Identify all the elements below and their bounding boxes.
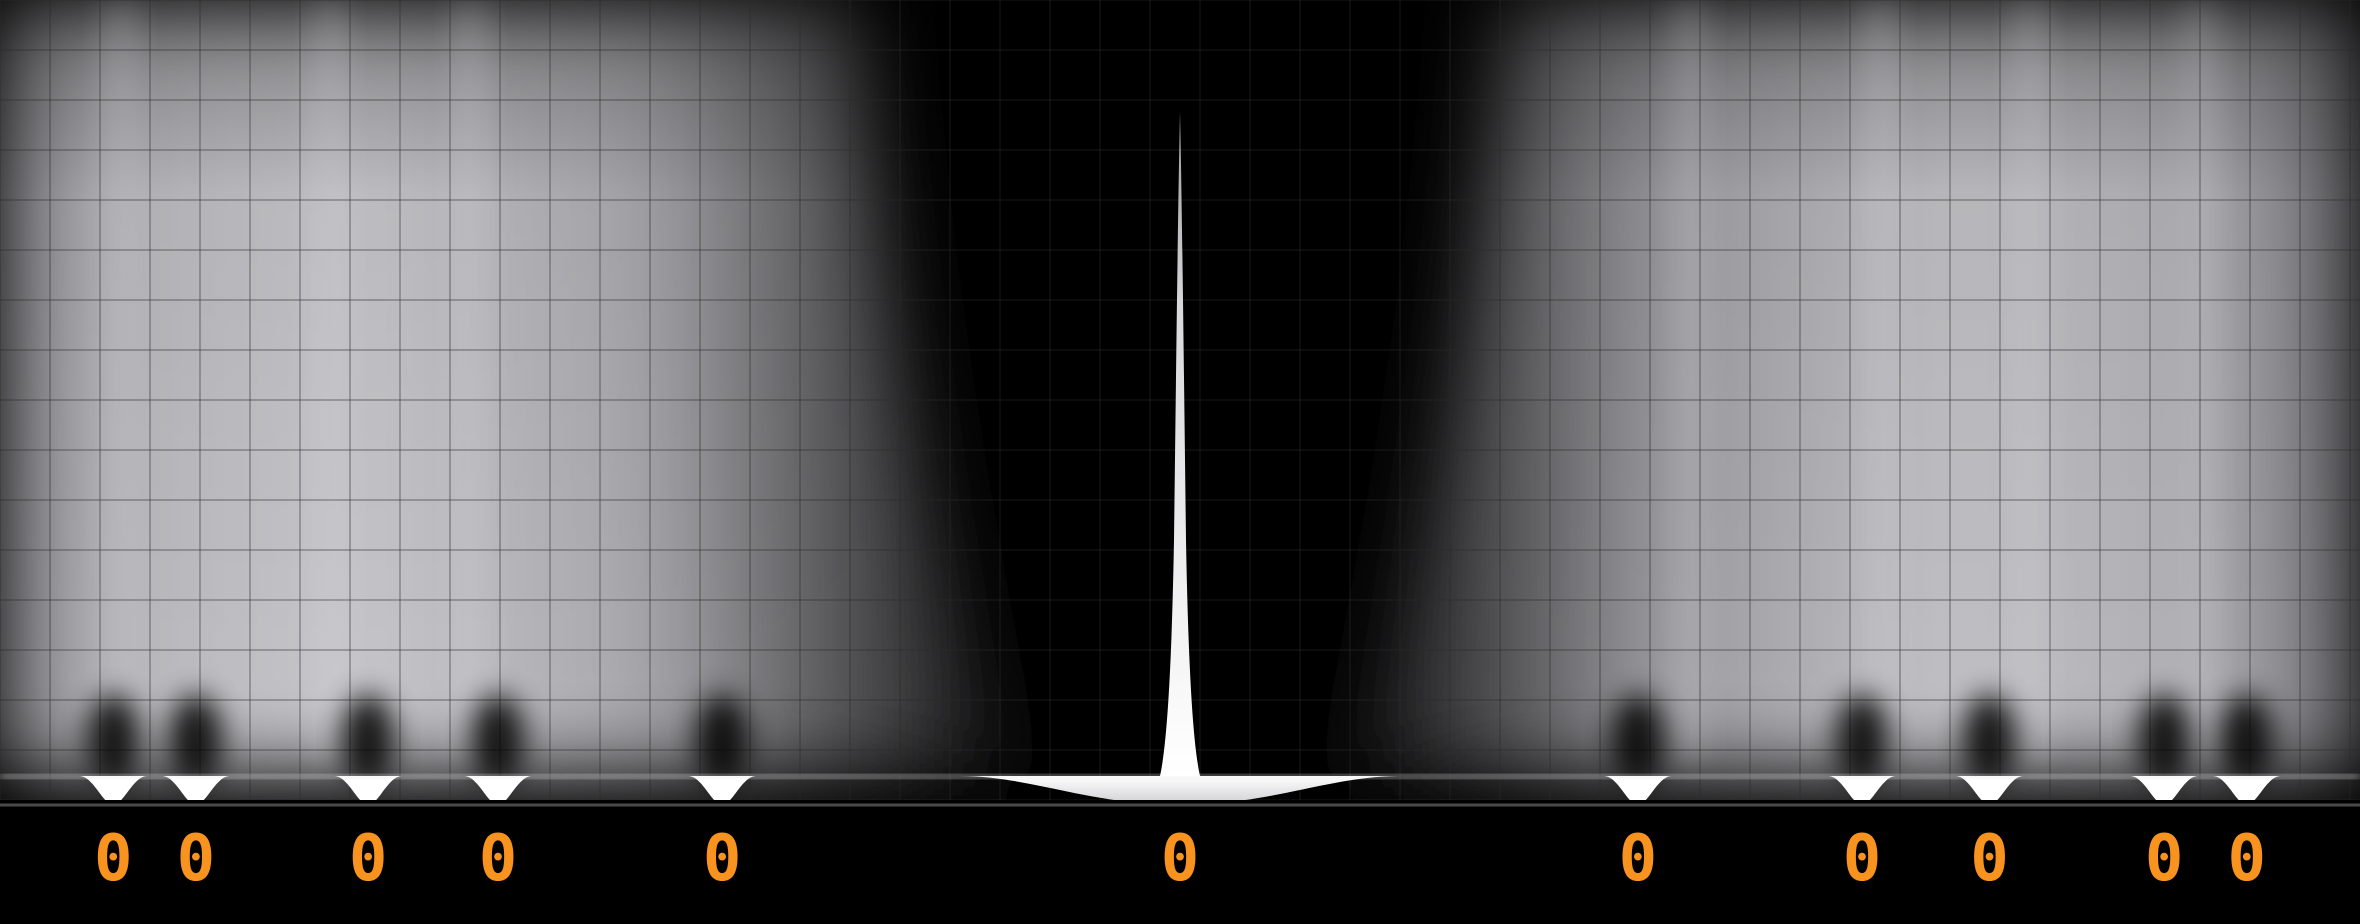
dip-shadow [1836, 694, 1889, 786]
dip-shadow [342, 694, 395, 786]
zero-dip [463, 776, 532, 805]
dip-shadow [2220, 694, 2273, 786]
zero-label: 0 [1619, 822, 1658, 896]
zero-dip [2212, 776, 2281, 805]
haze-streak [2012, 0, 2048, 760]
zero-label: 0 [349, 822, 388, 896]
zero-label: 0 [1843, 822, 1882, 896]
zero-dip [1603, 776, 1672, 805]
zero-dip [1828, 776, 1897, 805]
zero-label: 0 [1970, 822, 2009, 896]
zero-dip [688, 776, 757, 805]
zero-dip [1955, 776, 2024, 805]
zero-label: 0 [177, 822, 216, 896]
dip-shadow [471, 694, 524, 786]
zero-dip [334, 776, 403, 805]
dip-shadow [2138, 694, 2191, 786]
dip-shadow [1611, 694, 1664, 786]
baseline-ridge [0, 775, 2360, 778]
axis-band [0, 800, 2360, 924]
haze-streak [102, 0, 138, 760]
dip-shadow [87, 694, 140, 786]
central-bowl [960, 776, 1400, 805]
zero-label: 0 [2145, 822, 2184, 896]
haze-streak [1672, 0, 1708, 760]
zero-label: 0 [1161, 822, 1200, 896]
zero-label: 0 [703, 822, 742, 896]
zero-label: 0 [94, 822, 133, 896]
zero-label: 0 [479, 822, 518, 896]
dip-shadow [169, 694, 222, 786]
zero-dips [0, 694, 2360, 805]
central-peak [1160, 112, 1200, 776]
dip-shadow [696, 694, 749, 786]
haze-streak [312, 0, 348, 760]
dip-shadow [1963, 694, 2016, 786]
zero-dip [79, 776, 148, 805]
haze-streak [1862, 0, 1898, 760]
zero-dip [2130, 776, 2199, 805]
zero-label: 0 [2227, 822, 2266, 896]
zero-dip [161, 776, 230, 805]
haze-streak [452, 0, 488, 760]
